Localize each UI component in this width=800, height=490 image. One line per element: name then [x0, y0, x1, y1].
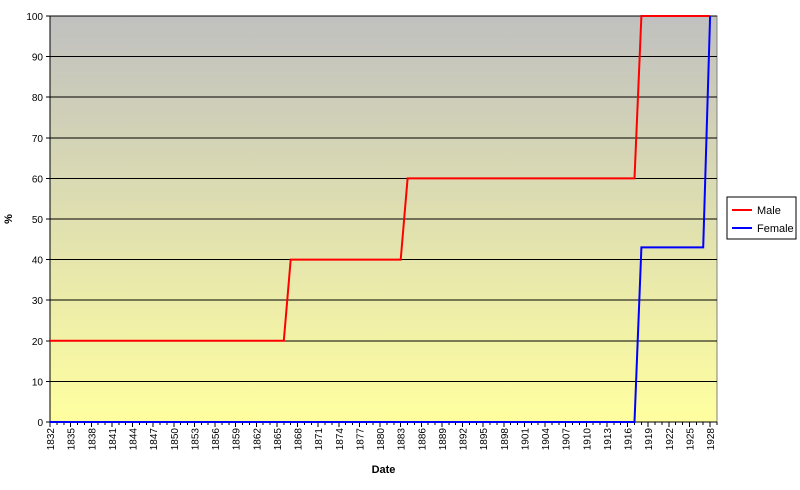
x-tick-label: 1922: [665, 428, 676, 451]
y-tick-label: 10: [32, 377, 44, 388]
y-tick-label: 70: [32, 134, 44, 145]
x-tick-label: 1841: [108, 428, 119, 451]
x-tick-label: 1865: [273, 428, 284, 451]
x-tick-label: 1913: [603, 428, 614, 451]
x-tick-label: 1835: [67, 428, 78, 451]
x-tick-label: 1895: [479, 428, 490, 451]
x-tick-label: 1874: [335, 428, 346, 451]
x-tick-label: 1853: [190, 428, 201, 451]
x-tick-label: 1892: [459, 428, 470, 451]
x-tick-label: 1901: [520, 428, 531, 451]
x-tick-label: 1907: [562, 428, 573, 451]
legend-label-female: Female: [757, 223, 794, 235]
y-tick-label: 20: [32, 337, 44, 348]
x-tick-label: 1925: [685, 428, 696, 451]
x-tick-label: 1844: [129, 428, 140, 451]
x-tick-label: 1886: [417, 428, 428, 451]
y-tick-label: 80: [32, 93, 44, 104]
x-tick-label: 1898: [500, 428, 511, 451]
x-tick-label: 1889: [438, 428, 449, 451]
legend-box: [726, 196, 797, 240]
x-tick-label: 1877: [355, 428, 366, 451]
x-tick-label: 1919: [644, 428, 655, 451]
y-tick-label: 60: [32, 174, 44, 185]
x-tick-label: 1880: [376, 428, 387, 451]
legend-label-male: Male: [757, 205, 781, 217]
series-line-male: [50, 15, 711, 342]
x-tick-label: 1883: [397, 428, 408, 451]
y-tick-label: 0: [37, 418, 43, 429]
x-axis-title: Date: [372, 464, 396, 476]
y-axis-title: %: [3, 214, 15, 224]
x-tick-label: 1850: [170, 428, 181, 451]
x-tick-label: 1904: [541, 428, 552, 451]
x-tick-label: 1910: [582, 428, 593, 451]
x-tick-label: 1916: [624, 428, 635, 451]
x-tick-label: 1868: [294, 428, 305, 451]
y-tick-label: 90: [32, 53, 44, 64]
x-tick-label: 1928: [706, 428, 717, 451]
x-tick-label: 1847: [149, 428, 160, 451]
y-tick-label: 30: [32, 296, 44, 307]
x-tick-label: 1832: [46, 428, 57, 451]
y-tick-label: 100: [26, 12, 43, 23]
x-tick-label: 1859: [232, 428, 243, 451]
legend: Male Female: [726, 196, 797, 240]
x-tick-label: 1871: [314, 428, 325, 451]
x-tick-label: 1838: [87, 428, 98, 451]
x-tick-label: 1862: [252, 428, 263, 451]
y-tick-label: 40: [32, 256, 44, 267]
series-line-female: [50, 15, 712, 423]
y-tick-label: 50: [32, 215, 44, 226]
series-lines: [50, 15, 712, 423]
x-tick-label: 1856: [211, 428, 222, 451]
